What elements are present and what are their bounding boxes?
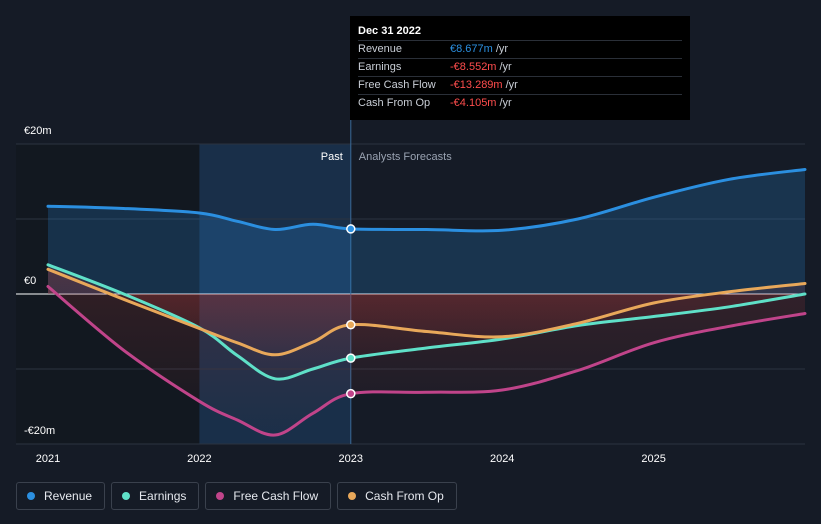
tooltip-unit: /yr: [495, 43, 509, 55]
tooltip-unit: /yr: [499, 61, 512, 73]
revenue-dot-icon: [27, 492, 35, 500]
cash-from-op-point-marker: [346, 320, 356, 330]
free-cash-flow-point-marker: [346, 388, 356, 399]
chart-areas: [48, 169, 805, 436]
tooltip-date: Dec 31 2022: [358, 25, 421, 37]
y-tick-label: €0: [24, 275, 36, 287]
tooltip-row-earnings: Earnings -€8.552m /yr: [358, 58, 682, 76]
revenue-line: [46, 168, 807, 233]
legend-item-earnings[interactable]: Earnings: [111, 482, 200, 510]
legend-item-free-cash-flow[interactable]: Free Cash Flow: [205, 482, 332, 510]
revenue-area: [48, 169, 805, 294]
chart: €20m €0 -€20m 2021 2022 2023 2024 2025 Past Analy…: [16, 16, 807, 465]
tooltip-label: Cash From Op: [358, 97, 431, 109]
legend-item-cash-from-op[interactable]: Cash From Op: [337, 482, 457, 510]
revenue-point-marker: [346, 224, 356, 234]
tooltip-label: Earnings: [358, 61, 402, 73]
legend: Revenue Earnings Free Cash Flow Cash Fro…: [16, 482, 457, 510]
cash-from-op-area: [48, 269, 805, 355]
tooltip-value: -€13.289m: [450, 79, 503, 91]
legend-item-revenue[interactable]: Revenue: [16, 482, 106, 510]
x-tick-label: 2025: [641, 453, 665, 465]
earnings-point-marker: [346, 353, 356, 363]
y-tick-label: -€20m: [24, 425, 55, 437]
x-tick-label: 2023: [339, 453, 363, 465]
y-tick-label: €20m: [24, 125, 52, 137]
tooltip-unit: /yr: [499, 97, 512, 109]
legend-label: Revenue: [44, 489, 93, 503]
free-cash-flow-dot-icon: [216, 492, 225, 500]
x-tick-label: 2022: [187, 453, 211, 465]
tooltip-row-free-cash-flow: Free Cash Flow -€13.289m /yr: [358, 76, 682, 94]
tooltip: Dec 31 2022 Revenue €8.677m /yr Earnings…: [350, 16, 690, 120]
legend-label: Earnings: [139, 489, 187, 503]
tooltip-row-cash-from-op: Cash From Op -€4.105m /yr: [358, 94, 682, 112]
legend-label: Cash From Op: [365, 489, 444, 503]
cash-from-op-dot-icon: [348, 492, 357, 500]
tooltip-value: -€8.552m: [450, 61, 497, 73]
forecast-label: Analysts Forecasts: [359, 151, 452, 163]
tooltip-row-revenue: Revenue €8.677m /yr: [358, 40, 682, 58]
chart-labels: €20m €0 -€20m 2021 2022 2023 2024 2025 Past Analy…: [24, 125, 666, 465]
tooltip-value: €8.677m: [450, 43, 493, 55]
past-label: Past: [321, 151, 343, 163]
x-tick-label: 2024: [490, 453, 514, 465]
tooltip-label: Free Cash Flow: [358, 79, 436, 91]
tooltip-unit: /yr: [505, 79, 518, 91]
tooltip-label: Revenue: [358, 43, 403, 55]
earnings-dot-icon: [122, 492, 131, 500]
tooltip-value: -€4.105m: [450, 97, 497, 109]
chart-markers: [346, 224, 356, 399]
x-tick-label: 2021: [36, 453, 60, 465]
legend-label: Free Cash Flow: [233, 489, 319, 503]
